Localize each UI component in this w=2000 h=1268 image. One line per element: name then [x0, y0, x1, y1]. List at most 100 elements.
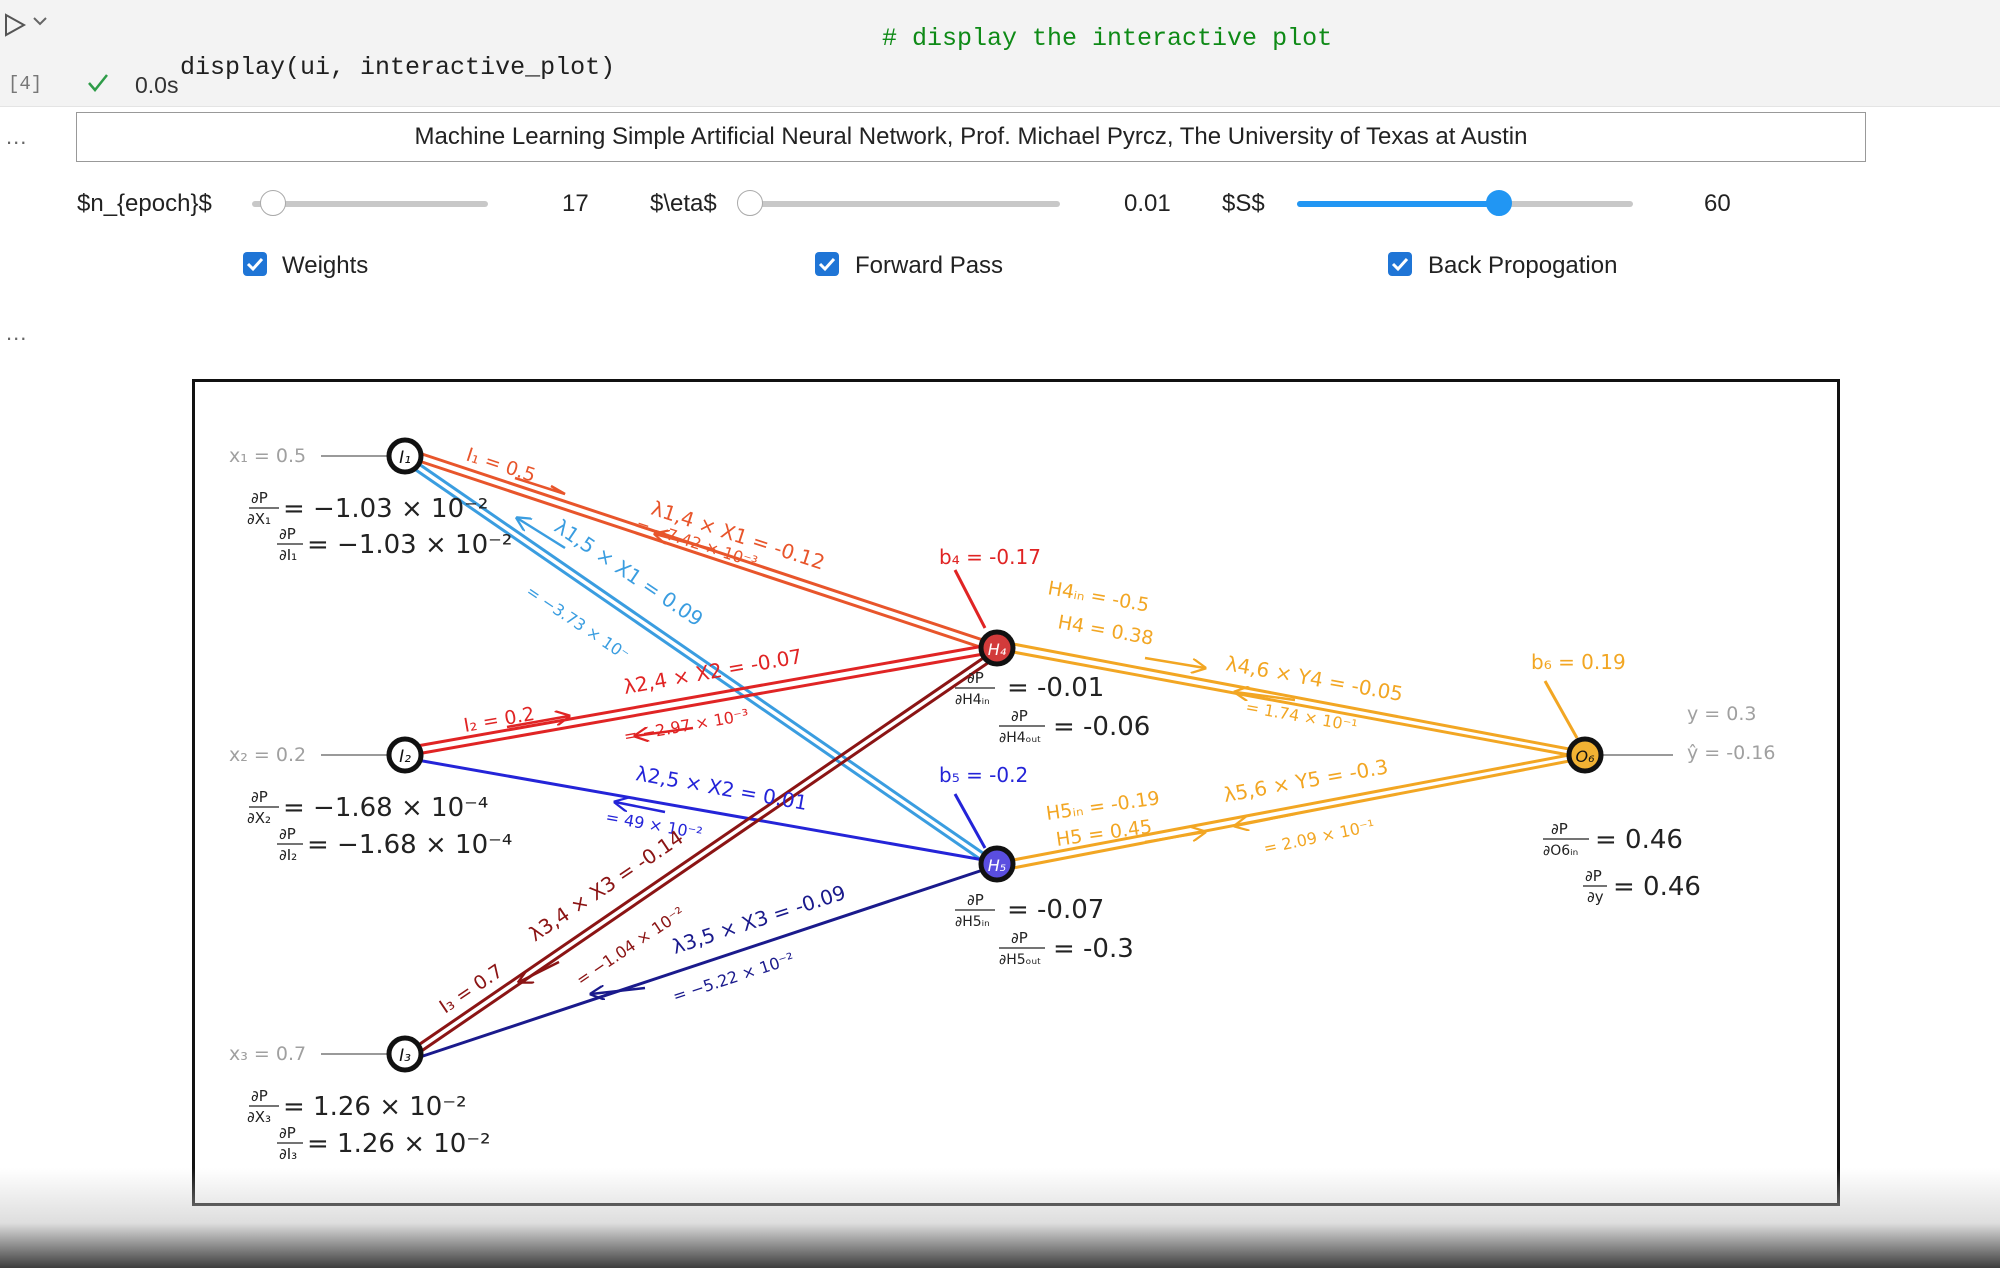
slider-handle-eta[interactable] [737, 190, 763, 216]
output-collapse-ellipsis-2[interactable]: ... [6, 320, 28, 345]
bias-label-H5: b₅ = -0.2 [939, 763, 1028, 787]
grad-label-3-5: = −5.22 × 10⁻² [670, 949, 796, 1006]
node-I1: I₁ [386, 437, 424, 475]
weights-checkbox-label[interactable]: Weights [282, 252, 369, 279]
arrow-back-I3-H5 [591, 988, 646, 994]
arrow-back-H5-O6 [1235, 812, 1296, 826]
check-icon [88, 74, 108, 92]
prediction-label: ŷ = -0.16 [1687, 742, 1775, 764]
edge-I3-H5 [416, 864, 996, 1060]
edge-I2-H4 [416, 642, 996, 756]
input-x2-label: x₂ = 0.2 [229, 744, 306, 766]
svg-text:∂P: ∂P [1011, 929, 1028, 947]
checkmark-icon [246, 257, 264, 272]
svg-text:∂X₁: ∂X₁ [247, 510, 271, 528]
svg-text:∂O6ᵢₙ: ∂O6ᵢₙ [1543, 843, 1578, 859]
bottom-shadow [0, 1168, 2000, 1268]
arrow-back-H4-O6 [1235, 692, 1296, 702]
slider-handle-epoch[interactable] [260, 190, 287, 216]
node-O6: O₆ [1566, 736, 1604, 774]
network-svg: I₁ I₂ I₃ H₄ H₅ O₆ x₁ = 0.5 x₂ = 0.2 x₃ =… [229, 437, 1775, 1163]
arrow-forward-I2 [506, 716, 569, 729]
code-cell[interactable]: display(ui, interactive_plot) # display … [0, 0, 2000, 107]
slider-eta[interactable] [737, 190, 1060, 216]
slider-value-s[interactable]: 60 [1704, 190, 1731, 217]
svg-text:= 0.46: = 0.46 [1595, 825, 1683, 855]
grad-block-H4: ∂P ∂H4ᵢₙ = -0.01 ∂P ∂H4ₒᵤₜ = -0.06 [955, 669, 1150, 746]
h-out-label-H4: H4 = 0.38 [1056, 611, 1155, 649]
arrow-back-I2-H5 [615, 802, 666, 814]
slider-s[interactable] [1297, 190, 1633, 216]
svg-text:∂H5ᵢₙ: ∂H5ᵢₙ [955, 914, 990, 930]
svg-text:∂X₃: ∂X₃ [247, 1108, 271, 1126]
node-H5-label: H₅ [988, 856, 1006, 875]
svg-text:= 1.26 × 10⁻²: = 1.26 × 10⁻² [283, 1092, 467, 1122]
edge-I3-H4 [416, 648, 999, 1054]
svg-text:∂I₁: ∂I₁ [279, 546, 297, 564]
slider-value-epoch[interactable]: 17 [562, 190, 589, 217]
weights-checkbox[interactable] [243, 252, 267, 276]
weight-label-3-5: λ3,5 × X3 = -0.09 [669, 880, 848, 959]
slider-handle-s[interactable] [1485, 190, 1512, 216]
arrow-back-I2-H4 [635, 728, 694, 736]
arrow-back-I1-H4 [655, 534, 716, 552]
svg-text:∂H4ₒᵤₜ: ∂H4ₒᵤₜ [999, 730, 1041, 746]
svg-text:= -0.01: = -0.01 [1007, 673, 1104, 703]
input-x3-label: x₃ = 0.7 [229, 1043, 306, 1065]
arrow-forward-H5 [1144, 832, 1205, 844]
edge-I2-H5 [416, 758, 996, 864]
grad-block-I3: ∂P ∂X₃ = 1.26 × 10⁻² ∂P ∂I₃ = 1.26 × 10⁻… [247, 1087, 491, 1163]
slider-label-epoch: $n_{epoch}$ [77, 190, 212, 217]
forward-pass-checkbox[interactable] [815, 252, 839, 276]
svg-text:∂P: ∂P [251, 788, 268, 806]
grad-label-1-5: = −3.73 × 10⁻ [523, 582, 633, 665]
slider-fill-s [1297, 201, 1499, 207]
grad-block-I1: ∂P ∂X₁ = −1.03 × 10⁻² ∂P ∂I₁ = −1.03 × 1… [247, 489, 512, 564]
bias-line-H5 [953, 793, 987, 849]
code-text[interactable]: display(ui, interactive_plot) [180, 53, 616, 82]
target-y-label: y = 0.3 [1687, 703, 1756, 725]
input-x1-label: x₁ = 0.5 [229, 445, 306, 467]
node-H4-label: H₄ [988, 640, 1007, 659]
arrow-forward-I1 [514, 476, 566, 496]
svg-text:= 0.46: = 0.46 [1613, 872, 1701, 902]
execution-time: 0.0s [135, 72, 179, 98]
run-cell-icon[interactable] [2, 12, 30, 38]
slider-value-eta[interactable]: 0.01 [1124, 190, 1171, 217]
svg-text:= −1.03 × 10⁻²: = −1.03 × 10⁻² [283, 494, 488, 524]
arrow-back-I3-H4 [519, 960, 560, 982]
back-propagation-checkbox-label[interactable]: Back Propogation [1428, 252, 1618, 279]
svg-text:∂P: ∂P [279, 1124, 296, 1142]
forward-pass-checkbox-label[interactable]: Forward Pass [855, 252, 1004, 279]
node-I2: I₂ [386, 736, 424, 774]
slider-epoch[interactable] [252, 190, 488, 216]
chevron-down-icon[interactable] [32, 14, 48, 28]
svg-text:= −1.68 × 10⁻⁴: = −1.68 × 10⁻⁴ [307, 830, 512, 860]
network-diagram: I₁ I₂ I₃ H₄ H₅ O₆ x₁ = 0.5 x₂ = 0.2 x₃ =… [192, 379, 1840, 1206]
grad-label-3-4: = −1.04 × 10⁻² [573, 903, 688, 989]
bias-line-H4 [953, 569, 987, 629]
grad-label-2-5: = 49 × 10⁻² [604, 807, 703, 843]
grad-block-H5: ∂P ∂H5ᵢₙ = -0.07 ∂P ∂H5ₒᵤₜ = -0.3 [955, 891, 1134, 968]
edge-H4-O6 [1012, 642, 1586, 760]
output-collapse-ellipsis[interactable]: ... [6, 124, 28, 149]
svg-text:= 1.26 × 10⁻²: = 1.26 × 10⁻² [307, 1129, 491, 1159]
checkmark-icon [818, 257, 836, 272]
node-I3: I₃ [386, 1035, 424, 1073]
bias-line-O6 [1543, 680, 1579, 739]
weight-label-2-5: λ2,5 × X2 = 0.01 [634, 761, 809, 815]
node-H5: H₅ [978, 845, 1016, 883]
grad-block-O6: ∂P ∂O6ᵢₙ = 0.46 ∂P ∂y = 0.46 [1543, 820, 1701, 906]
grad-label-2-4: = −2.97 × 10⁻³ [622, 705, 750, 746]
node-I3-label: I₃ [399, 1046, 411, 1066]
slider-label-s: $S$ [1222, 190, 1265, 217]
svg-text:∂I₂: ∂I₂ [279, 846, 297, 864]
arrow-back-I1-H5 [517, 518, 566, 550]
code-comment: # display the interactive plot [882, 24, 1333, 53]
grad-label-5-6: = 2.09 × 10⁻¹ [1262, 816, 1376, 858]
arrow-forward-H4 [1144, 656, 1205, 668]
back-propagation-checkbox[interactable] [1388, 252, 1412, 276]
svg-text:∂P: ∂P [251, 1087, 268, 1105]
svg-text:∂P: ∂P [967, 669, 984, 687]
svg-text:∂X₂: ∂X₂ [247, 809, 271, 827]
